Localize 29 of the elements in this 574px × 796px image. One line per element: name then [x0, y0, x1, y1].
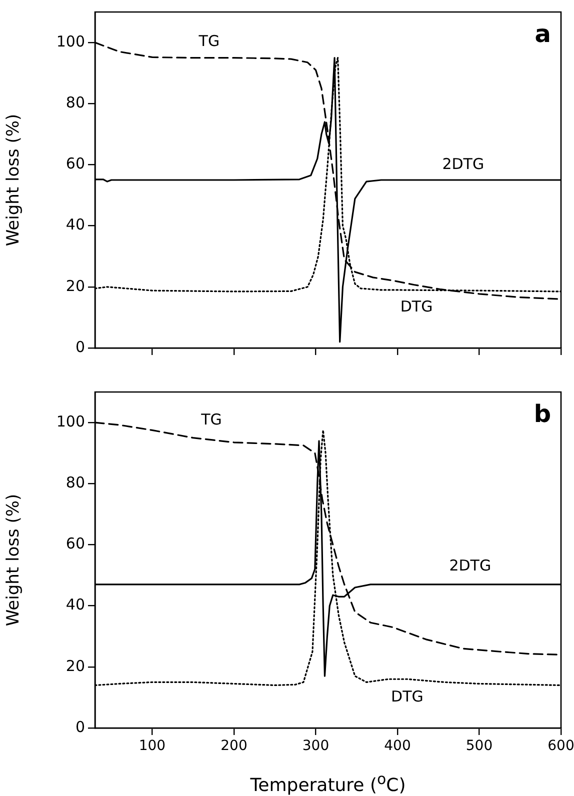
y-tick-label: 40 [66, 596, 85, 614]
x-axis-title: Temperature ($^{o}$C) [249, 770, 407, 796]
chart-title: b [534, 400, 551, 428]
y-tick-label: 60 [66, 534, 85, 553]
y-tick-label: 60 [66, 154, 85, 173]
series-label: 2DTG [449, 556, 492, 575]
x-tick-label: 300 [302, 738, 330, 754]
x-tick-label: 200 [220, 738, 248, 754]
y-axis-title: Weight loss (%) [4, 114, 24, 246]
series-label: DTG [391, 688, 424, 706]
x-tick-label: 400 [384, 738, 411, 754]
y-tick-label: 80 [66, 94, 85, 112]
y-tick-label: 0 [75, 718, 85, 736]
y-tick-label: 40 [66, 216, 85, 234]
y-tick-label: 80 [66, 474, 85, 492]
y-tick-label: 20 [66, 656, 85, 675]
y-tick-label: 100 [56, 412, 85, 430]
x-tick-label: 100 [138, 738, 166, 754]
series-label: TG [198, 32, 220, 50]
series-label: TG [200, 410, 222, 428]
x-tick-label: 500 [466, 738, 493, 754]
y-tick-label: 20 [66, 276, 85, 295]
y-axis-title: Weight loss (%) [4, 494, 24, 626]
series-label: DTG [400, 298, 433, 316]
series-label: 2DTG [442, 154, 484, 173]
y-tick-label: 100 [56, 32, 85, 50]
chart-title: a [534, 20, 551, 48]
y-tick-label: 0 [75, 338, 85, 356]
x-tick-label: 600 [548, 738, 574, 754]
